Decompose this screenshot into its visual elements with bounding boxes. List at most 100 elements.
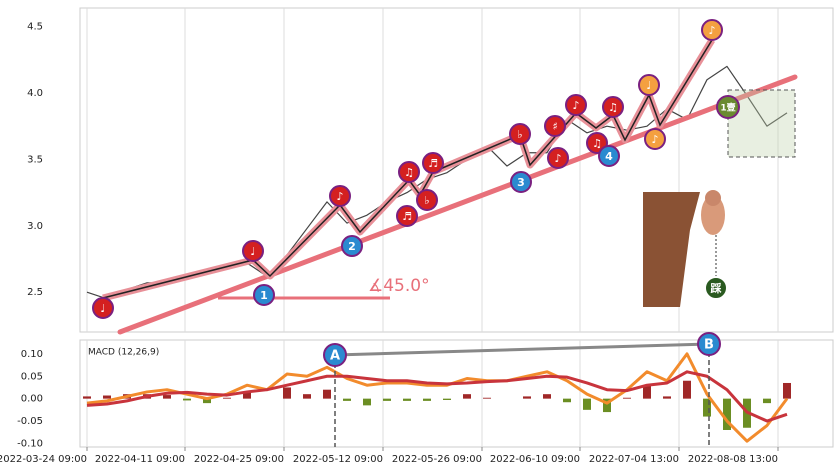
marker-circle — [716, 95, 740, 119]
histogram-bar — [683, 380, 691, 399]
x-tick-label: 2022-06-10 09:00 — [490, 454, 580, 465]
price-panel — [79, 7, 834, 333]
note-marker — [544, 115, 566, 137]
histogram-bar — [243, 391, 251, 399]
x-tick-label: 2022-08-08 13:00 — [688, 454, 778, 465]
note-label: ♬ — [428, 157, 438, 170]
x-tick-label: 2022-03-24 09:00 — [0, 454, 87, 465]
note-marker — [638, 74, 660, 96]
note-marker — [547, 147, 569, 169]
note-label: ♩ — [100, 302, 105, 315]
histogram-bar — [383, 398, 391, 401]
trend-line — [117, 74, 798, 335]
histogram-bar — [163, 395, 171, 399]
point-label: B — [704, 338, 714, 353]
y-tick-label: 2.5 — [27, 287, 43, 298]
note-label: ♪ — [336, 190, 343, 203]
note-marker — [422, 152, 444, 174]
note-marker — [509, 123, 531, 145]
step-label: 踩 — [711, 282, 722, 295]
note-label: ♫ — [608, 101, 618, 114]
note-marker — [416, 189, 438, 211]
histogram-bar — [103, 395, 111, 399]
x-tick-label: 2022-07-04 13:00 — [589, 454, 679, 465]
x-tick-label: 2022-04-25 09:00 — [194, 454, 284, 465]
note-label: ♩ — [646, 79, 651, 92]
cliff — [643, 192, 700, 307]
y-tick-label: -0.10 — [17, 438, 43, 449]
note-label: ♪ — [554, 152, 561, 165]
point-marker — [323, 343, 347, 367]
point-marker — [697, 332, 721, 356]
climber — [701, 195, 725, 235]
note-label: ♩ — [250, 245, 255, 258]
climber-head — [705, 190, 721, 206]
histogram-bar — [663, 396, 671, 399]
note-label: ♭ — [517, 128, 522, 141]
histogram-bar — [443, 398, 451, 400]
histogram-bar — [223, 397, 231, 399]
histogram-bar — [463, 394, 471, 399]
histogram-bar — [583, 398, 591, 410]
note-label: ♪ — [572, 99, 579, 112]
note-label: ♫ — [592, 137, 602, 150]
y-tick-label: 0.00 — [21, 394, 43, 405]
note-marker — [242, 240, 264, 262]
wave-label: 4 — [605, 150, 613, 163]
x-tick-label: 2022-04-11 09:00 — [95, 454, 185, 465]
step-circle — [704, 276, 728, 300]
wave-marker — [598, 145, 620, 167]
x-tick-label: 2022-05-26 09:00 — [392, 454, 482, 465]
panel-title: MACD (12,26,9) — [88, 348, 159, 358]
series-line — [86, 352, 789, 443]
histogram-bar — [483, 397, 491, 399]
series-line — [86, 370, 788, 423]
note-marker — [644, 128, 666, 150]
point-label: A — [330, 349, 340, 364]
y-tick-label: 3.0 — [27, 221, 43, 232]
histogram-bar — [403, 398, 411, 401]
note-marker — [701, 19, 723, 41]
histogram-bar — [703, 398, 711, 417]
ab-line — [334, 342, 710, 357]
histogram-bar — [783, 382, 791, 399]
histogram-bar — [763, 398, 771, 404]
histogram-bar — [283, 387, 291, 399]
wave-marker — [341, 235, 363, 257]
y-tick-label: 4.5 — [27, 22, 43, 33]
y-tick-label: 0.10 — [21, 349, 43, 360]
note-label: ♫ — [404, 166, 414, 179]
note-marker — [329, 185, 351, 207]
histogram-bar — [523, 396, 531, 399]
wave-marker — [510, 171, 532, 193]
y-tick-label: 3.5 — [27, 154, 43, 165]
note-label: ♪ — [708, 24, 715, 37]
histogram-bar — [563, 398, 571, 403]
histogram-bar — [183, 398, 191, 401]
note-marker — [396, 205, 418, 227]
histogram-bar — [543, 394, 551, 399]
histogram-bar — [203, 398, 211, 404]
histogram-bar — [723, 398, 731, 430]
wave-label: 1 — [260, 289, 268, 302]
note-marker — [92, 297, 114, 319]
note-marker — [565, 94, 587, 116]
marker-label: 1壹 — [720, 102, 735, 114]
histogram-bar — [343, 398, 351, 401]
note-label: ♬ — [402, 210, 412, 223]
y-tick-label: 4.0 — [27, 88, 43, 99]
note-marker — [398, 161, 420, 183]
angle-label: ∡45.0° — [368, 276, 430, 296]
histogram-bar — [303, 394, 311, 399]
y-tick-label: -0.05 — [17, 416, 43, 427]
histogram-bar — [323, 389, 331, 399]
note-marker — [602, 96, 624, 118]
note-label: ♭ — [424, 194, 429, 207]
wave-label: 2 — [348, 240, 356, 253]
histogram-bar — [423, 398, 431, 401]
wave-marker — [253, 284, 275, 306]
x-tick-label: 2022-05-12 09:00 — [293, 454, 383, 465]
wave-label: 3 — [517, 176, 525, 189]
note-label: ♯ — [552, 120, 557, 133]
